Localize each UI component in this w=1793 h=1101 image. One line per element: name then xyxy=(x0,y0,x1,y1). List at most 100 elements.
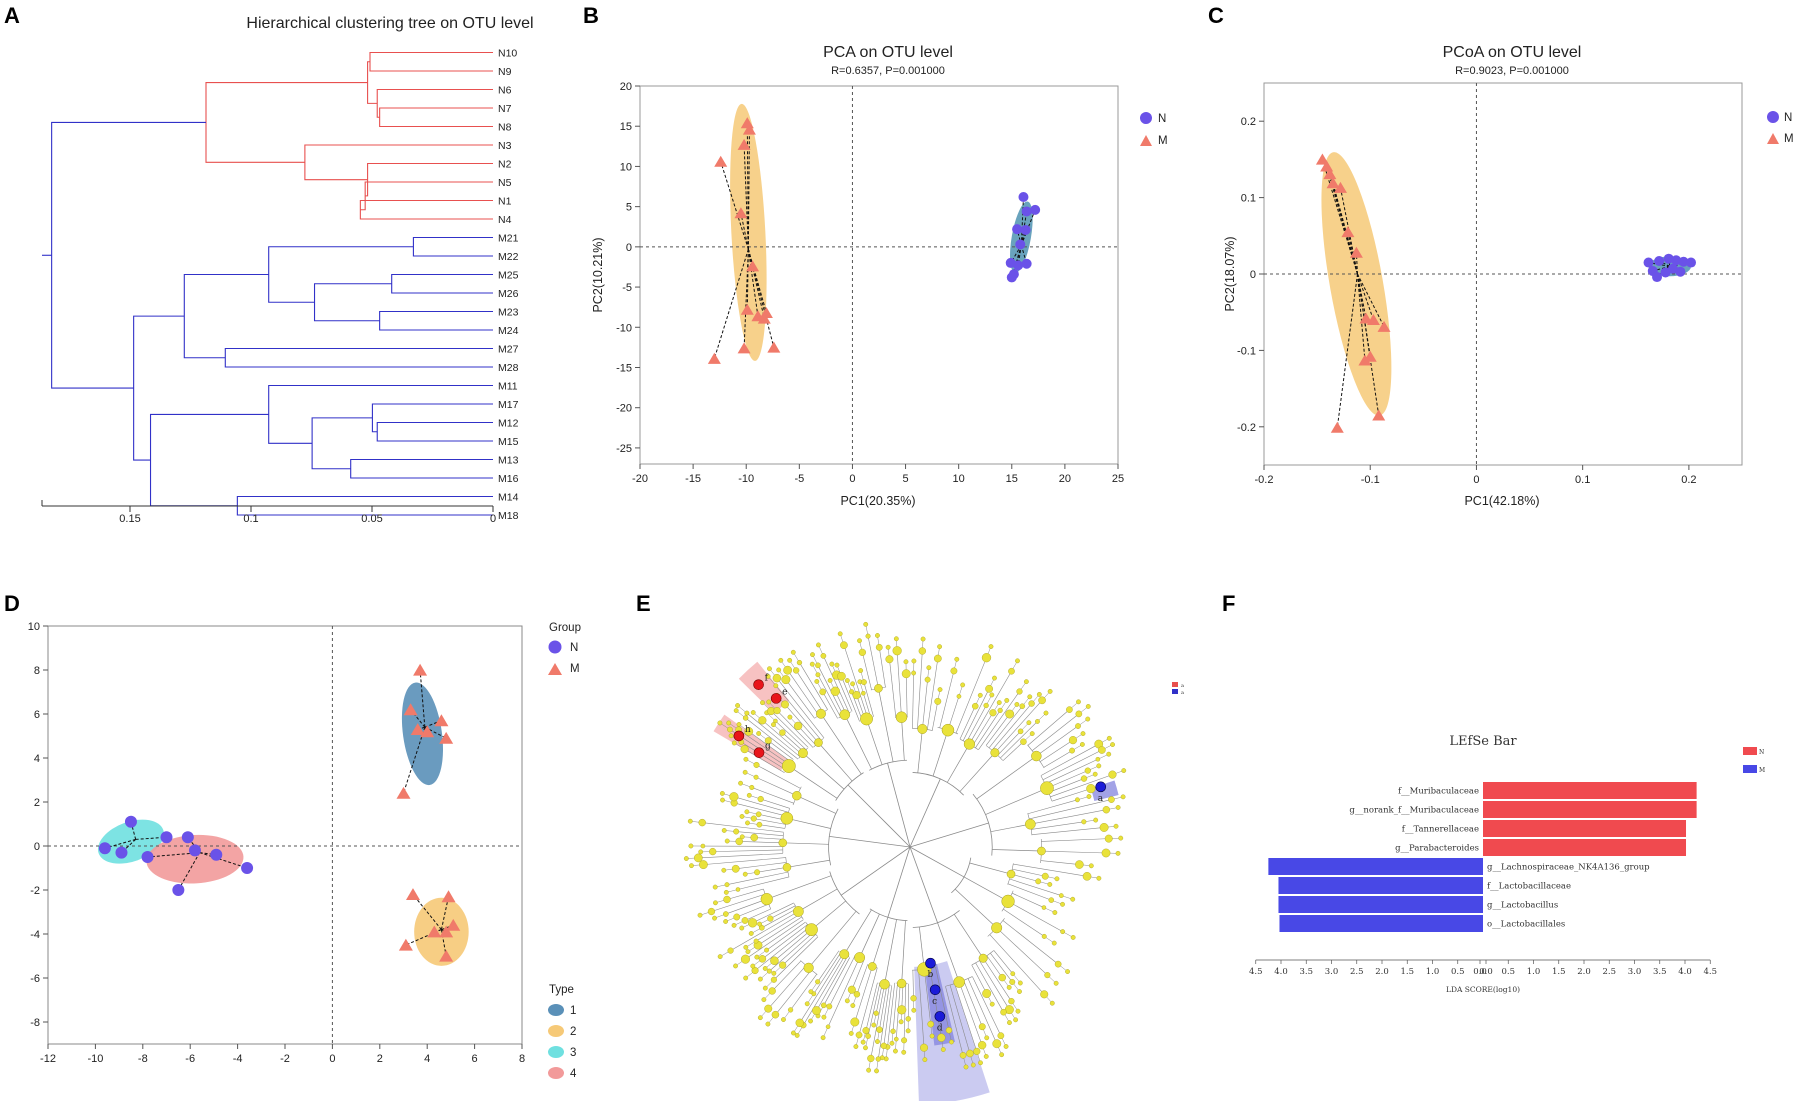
cladogram-node xyxy=(982,989,992,998)
cladogram-node xyxy=(743,944,749,950)
cladogram-node xyxy=(700,843,706,849)
point-m xyxy=(740,117,754,129)
lefse-bar-n xyxy=(1483,820,1687,837)
dendrogram-branch xyxy=(369,51,493,72)
panel-b-subtitle: R=0.6357, P=0.001000 xyxy=(831,65,945,77)
cladogram-biomarker-labels: h g f e a b c d xyxy=(745,674,1104,1034)
x-tick-label: -5 xyxy=(794,473,804,485)
cladogram-node xyxy=(744,809,750,815)
cladogram-branch xyxy=(1050,774,1113,798)
cladogram-node xyxy=(796,659,803,666)
panel-e-cladogram: h g f e a b c d a a xyxy=(683,621,1184,1101)
cladogram-branch xyxy=(912,672,914,729)
cladogram-node xyxy=(731,740,737,746)
cladogram-node xyxy=(728,733,734,739)
cladogram-branch xyxy=(954,888,997,929)
point-m xyxy=(737,138,751,150)
cladogram-node xyxy=(911,1007,917,1013)
cladogram-node xyxy=(1035,719,1040,724)
point-m xyxy=(1315,153,1329,165)
panel-label-f: F xyxy=(1222,591,1235,616)
dendrogram-branch xyxy=(268,384,493,444)
cladogram-node xyxy=(808,989,814,995)
cladogram-node xyxy=(850,681,856,687)
cladogram-branch xyxy=(790,974,817,1011)
biomarker-label: f xyxy=(765,674,769,684)
cladogram-branch xyxy=(827,957,860,1027)
cladogram-node xyxy=(733,828,740,835)
cladogram-branch xyxy=(841,676,860,722)
cladogram-branch xyxy=(746,712,801,757)
cladogram-node xyxy=(1113,823,1119,829)
cladogram-branch xyxy=(937,922,960,983)
lefse-tick-label: 1.0 xyxy=(1426,967,1440,977)
point-m xyxy=(427,925,442,938)
panel-d-legend-group: Group N M xyxy=(548,622,581,675)
panel-e-legend: a a xyxy=(1172,682,1184,696)
biomarker-node-red xyxy=(753,747,765,758)
cladogram-node xyxy=(911,670,917,676)
cladogram-node xyxy=(1066,706,1073,713)
cladogram-branch xyxy=(1003,908,1045,937)
leaf-label: N8 xyxy=(498,122,512,134)
lefse-bar-label: f__Muribaculaceae xyxy=(1398,787,1479,797)
cladogram-branch xyxy=(892,983,898,1032)
cladogram-branch xyxy=(1041,838,1109,842)
cladogram-branch xyxy=(843,909,872,955)
cladogram-node xyxy=(1025,818,1036,830)
cladogram-branch xyxy=(840,846,911,896)
cladogram-node xyxy=(814,738,823,747)
cladogram-node xyxy=(779,729,786,736)
panel-d-legend-type-1: 1 xyxy=(570,1005,576,1017)
cladogram-node xyxy=(760,893,773,906)
cladogram-node xyxy=(1086,794,1092,799)
cladogram-branch xyxy=(730,911,799,951)
y-tick-label: -10 xyxy=(616,322,632,334)
cladogram-node xyxy=(871,1022,877,1028)
cladogram-node xyxy=(858,648,866,656)
leaf-label: N1 xyxy=(498,196,512,208)
cladogram-node xyxy=(1004,697,1010,703)
cladogram-branch xyxy=(863,682,874,717)
cladogram-node xyxy=(1016,688,1023,695)
cladogram-node xyxy=(1053,980,1059,986)
cladogram-branch xyxy=(972,712,994,747)
cladogram-node xyxy=(743,975,749,981)
cladogram-node xyxy=(770,976,777,983)
cladogram-node xyxy=(911,658,917,664)
x-tick-label: 15 xyxy=(1006,473,1018,485)
cladogram-node xyxy=(868,962,877,971)
cladogram-branch xyxy=(770,905,796,919)
cladogram-branch xyxy=(744,748,785,774)
lefse-tick-label: 2.5 xyxy=(1602,967,1616,977)
y-tick-label: 20 xyxy=(620,81,632,93)
cladogram-branch xyxy=(808,911,857,969)
cladogram-node xyxy=(901,1037,908,1044)
cladogram-node xyxy=(929,1033,935,1039)
biomarker-label: e xyxy=(782,687,787,697)
cladogram-branch xyxy=(1012,868,1046,877)
cladogram-node xyxy=(792,667,800,674)
cladogram-node xyxy=(816,642,821,648)
x-tick-label: -4 xyxy=(233,1053,243,1065)
cladogram-node xyxy=(867,1054,875,1063)
x-tick-label: 20 xyxy=(1059,473,1071,485)
cladogram-node xyxy=(1001,894,1015,908)
point-n xyxy=(172,884,185,896)
leaf-label: N6 xyxy=(498,85,512,97)
cladogram-node xyxy=(1043,710,1049,716)
panel-b-xlabel: PC1(20.35%) xyxy=(840,494,915,508)
point-n xyxy=(98,842,111,855)
cladogram-branch xyxy=(854,966,873,1023)
cladogram-node xyxy=(996,700,1002,705)
cladogram-branch xyxy=(759,824,785,829)
point-m xyxy=(413,663,428,676)
cladogram-node xyxy=(764,947,770,953)
cladogram-branch xyxy=(909,778,941,848)
cladogram-node xyxy=(1093,817,1099,823)
centroid-spoke xyxy=(1357,273,1374,321)
panel-f-legend: N M xyxy=(1743,747,1765,774)
x-tick-label: 5 xyxy=(902,473,908,485)
centroid-spoke xyxy=(410,709,426,728)
centroid-spoke xyxy=(743,249,749,349)
